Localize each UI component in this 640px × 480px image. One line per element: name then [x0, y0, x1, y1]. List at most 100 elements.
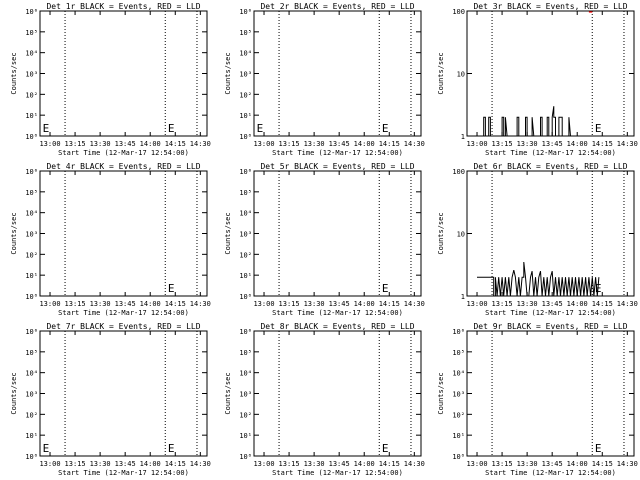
y-tick-label: 10²	[25, 411, 38, 419]
panel-title: Det 9r BLACK = Events, RED = LLD	[473, 322, 627, 331]
event-marker: E	[168, 282, 175, 295]
x-tick-label: 13:15	[65, 140, 86, 148]
y-tick-label: 10¹	[239, 272, 252, 280]
x-tick-label: 13:00	[253, 140, 274, 148]
panel-2: Det 2r BLACK = Events, RED = LLD 13:00 13:…	[224, 2, 425, 157]
panel-3: Det 3r BLACK = Events, RED = LLD 13:00 13:…	[437, 2, 638, 157]
y-tick-label: 10⁰	[239, 293, 252, 301]
y-axis-label: Counts/sec	[437, 372, 445, 414]
x-tick-label: 14:15	[165, 460, 186, 468]
x-axis-label: Start Time (12-Mar-17 12:54:00)	[485, 469, 616, 477]
y-tick-label: 10⁴	[452, 370, 465, 378]
x-tick-label: 13:00	[39, 300, 60, 308]
event-marker: E	[43, 442, 50, 455]
y-tick-label: 10¹	[25, 272, 38, 280]
x-tick-label: 13:15	[492, 140, 513, 148]
y-tick-label: 10⁴	[239, 210, 252, 218]
y-tick-label: 10⁵	[25, 29, 38, 37]
y-tick-label: 10³	[452, 391, 465, 399]
x-tick-label: 13:00	[39, 460, 60, 468]
y-tick-label: 10³	[25, 391, 38, 399]
x-tick-label: 14:30	[190, 140, 211, 148]
x-tick-label: 14:00	[140, 140, 161, 148]
y-axis-label: Counts/sec	[437, 212, 445, 254]
x-tick-label: 13:45	[542, 140, 563, 148]
y-axis-label: Counts/sec	[224, 52, 232, 94]
x-tick-label: 13:45	[542, 300, 563, 308]
x-tick-label: 14:30	[617, 460, 638, 468]
event-marker: E	[382, 442, 389, 455]
y-tick-label: 10⁴	[25, 50, 38, 58]
x-tick-label: 13:45	[542, 460, 563, 468]
y-tick-label: 10⁴	[25, 370, 38, 378]
x-axis-label: Start Time (12-Mar-17 12:54:00)	[272, 469, 403, 477]
y-tick-label: 10²	[239, 411, 252, 419]
y-tick-label: 10⁶	[452, 328, 465, 336]
x-tick-label: 14:30	[404, 140, 425, 148]
y-tick-label: 1	[461, 133, 465, 141]
x-tick-label: 13:30	[304, 300, 325, 308]
y-axis-label: Counts/sec	[10, 212, 18, 254]
event-marker: E	[43, 122, 50, 135]
panel-1: Det 1r BLACK = Events, RED = LLD 13:00 13:…	[10, 2, 211, 157]
events-series	[483, 106, 578, 137]
y-tick-label: 10⁴	[239, 50, 252, 58]
x-axis-label: Start Time (12-Mar-17 12:54:00)	[272, 309, 403, 317]
x-tick-label: 13:45	[115, 460, 136, 468]
event-marker: E	[382, 282, 389, 295]
y-tick-label: 1	[461, 293, 465, 301]
y-tick-label: 10²	[25, 91, 38, 99]
x-tick-label: 13:30	[517, 460, 538, 468]
panel-title: Det 8r BLACK = Events, RED = LLD	[260, 322, 414, 331]
x-tick-label: 13:00	[253, 300, 274, 308]
panel-5: Det 5r BLACK = Events, RED = LLD 13:00 13:…	[224, 162, 425, 317]
x-tick-label: 14:00	[567, 140, 588, 148]
x-tick-label: 13:30	[90, 460, 111, 468]
y-axis-label: Counts/sec	[10, 52, 18, 94]
y-tick-label: 10¹	[239, 112, 252, 120]
y-tick-label: 10⁰	[25, 133, 38, 141]
x-axis-label: Start Time (12-Mar-17 12:54:00)	[58, 309, 189, 317]
panel-title: Det 7r BLACK = Events, RED = LLD	[46, 322, 200, 331]
panel-title: Det 3r BLACK = Events, RED = LLD	[473, 2, 627, 11]
x-tick-label: 14:30	[404, 460, 425, 468]
y-axis-label: Counts/sec	[437, 52, 445, 94]
x-tick-label: 14:15	[379, 460, 400, 468]
x-tick-label: 13:30	[90, 140, 111, 148]
y-tick-label: 10³	[239, 71, 252, 79]
y-tick-label: 10¹	[25, 112, 38, 120]
y-tick-label: 10⁰	[239, 453, 252, 461]
x-tick-label: 14:30	[404, 300, 425, 308]
event-marker: E	[168, 122, 175, 135]
x-tick-label: 13:45	[329, 300, 350, 308]
x-tick-label: 13:45	[329, 460, 350, 468]
x-tick-label: 14:00	[140, 460, 161, 468]
x-tick-label: 14:00	[140, 300, 161, 308]
x-tick-label: 14:15	[379, 140, 400, 148]
y-tick-label: 10⁰	[25, 453, 38, 461]
events-series	[477, 261, 600, 297]
x-tick-label: 13:15	[279, 300, 300, 308]
y-tick-label: 10⁶	[25, 8, 38, 16]
panel-title: Det 2r BLACK = Events, RED = LLD	[260, 2, 414, 11]
x-tick-label: 14:00	[567, 300, 588, 308]
y-tick-label: 10³	[239, 231, 252, 239]
x-axis-label: Start Time (12-Mar-17 12:54:00)	[58, 149, 189, 157]
panel-title: Det 6r BLACK = Events, RED = LLD	[473, 162, 627, 171]
x-tick-label: 13:45	[115, 300, 136, 308]
y-tick-label: 10⁵	[452, 349, 465, 357]
panel-title: Det 4r BLACK = Events, RED = LLD	[46, 162, 200, 171]
y-tick-label: 10⁵	[239, 349, 252, 357]
x-tick-label: 13:30	[304, 460, 325, 468]
y-axis-label: Counts/sec	[224, 372, 232, 414]
y-tick-label: 10⁰	[25, 293, 38, 301]
panel-6: Det 6r BLACK = Events, RED = LLD 13:00 13:…	[437, 162, 638, 317]
y-tick-label: 10³	[25, 71, 38, 79]
y-tick-label: 10⁴	[239, 370, 252, 378]
x-tick-label: 14:00	[354, 300, 375, 308]
y-tick-label: 10⁴	[25, 210, 38, 218]
x-tick-label: 13:15	[492, 460, 513, 468]
panel-8: Det 8r BLACK = Events, RED = LLD 13:00 13:…	[224, 322, 425, 477]
x-tick-label: 13:00	[466, 140, 487, 148]
